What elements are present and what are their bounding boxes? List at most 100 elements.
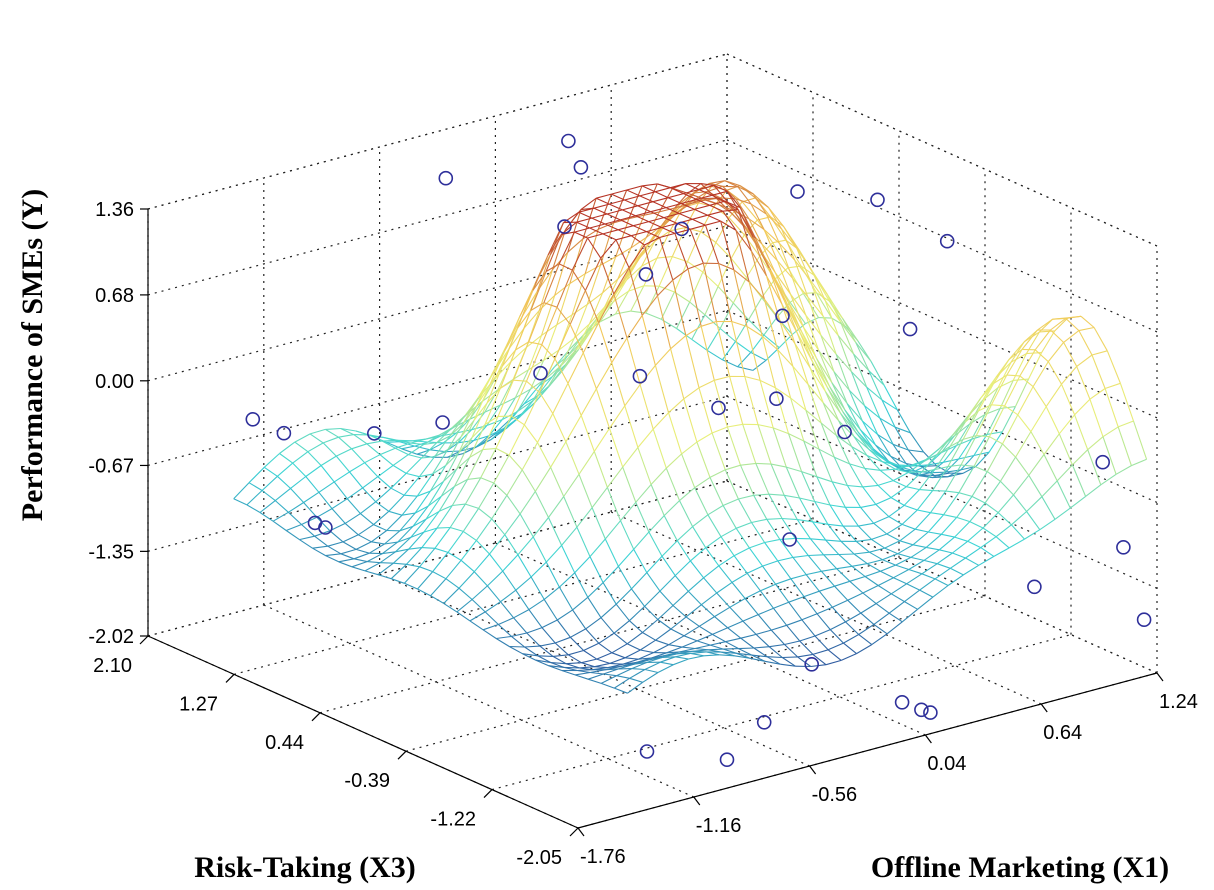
surface-mesh-segment bbox=[488, 419, 503, 437]
surface-mesh-segment bbox=[1032, 386, 1047, 407]
surface-mesh-segment bbox=[674, 192, 689, 209]
surface-mesh-segment bbox=[640, 639, 656, 651]
surface-mesh-segment bbox=[683, 635, 698, 642]
surface-mesh-segment bbox=[1085, 484, 1102, 497]
surface-mesh-segment bbox=[637, 205, 652, 213]
surface-mesh-segment bbox=[309, 428, 326, 435]
surface-mesh-segment bbox=[624, 649, 641, 659]
surface-mesh-segment bbox=[388, 494, 405, 512]
surface-mesh-segment bbox=[364, 570, 379, 576]
surface-mesh-segment bbox=[740, 637, 755, 649]
surface-mesh-segment bbox=[613, 293, 628, 339]
surface-mesh-segment bbox=[1014, 378, 1029, 407]
surface-mesh-segment bbox=[880, 564, 896, 572]
surface-mesh-segment bbox=[708, 648, 724, 651]
surface-mesh-segment bbox=[962, 410, 979, 440]
surface-mesh-segment bbox=[762, 565, 777, 585]
surface-mesh-segment bbox=[854, 551, 870, 555]
surface-mesh-segment bbox=[766, 518, 781, 540]
surface-mesh-segment bbox=[727, 627, 742, 639]
surface-mesh-segment bbox=[824, 300, 839, 336]
surface-mesh-segment bbox=[737, 209, 754, 238]
surface-mesh-segment bbox=[438, 504, 453, 512]
surface-mesh-segment bbox=[405, 457, 422, 474]
surface-mesh-segment bbox=[554, 324, 571, 360]
observation-point bbox=[561, 133, 576, 149]
surface-mesh-segment bbox=[626, 185, 643, 191]
surface-mesh-segment bbox=[681, 441, 698, 455]
surface-mesh-segment bbox=[822, 316, 837, 355]
surface-mesh-segment bbox=[430, 595, 444, 604]
surface-mesh-segment bbox=[432, 449, 449, 475]
surface-mesh-segment bbox=[366, 440, 383, 445]
surface-mesh-segment bbox=[462, 530, 477, 541]
surface-mesh-segment bbox=[379, 551, 396, 564]
surface-mesh-segment bbox=[620, 501, 637, 522]
surface-mesh-segment bbox=[799, 497, 814, 523]
surface-mesh-segment bbox=[794, 538, 809, 556]
surface-mesh-segment bbox=[903, 489, 920, 506]
surface-mesh-segment bbox=[864, 570, 881, 578]
surface-mesh-segment bbox=[835, 354, 850, 391]
surface-mesh-segment bbox=[318, 491, 333, 509]
surface-mesh-segment bbox=[670, 335, 687, 350]
surface-mesh-segment bbox=[395, 447, 409, 456]
surface-mesh-segment bbox=[945, 464, 962, 492]
surface-mesh-segment bbox=[786, 619, 803, 626]
surface-mesh-segment bbox=[654, 365, 670, 413]
surface-mesh-segment bbox=[858, 634, 873, 646]
surface-mesh-segment bbox=[825, 539, 840, 555]
surface-mesh-segment bbox=[573, 304, 588, 339]
surface-mesh-segment bbox=[602, 229, 619, 235]
surface-mesh-segment bbox=[543, 586, 560, 600]
surface-mesh-segment bbox=[543, 599, 558, 621]
surface-mesh-segment bbox=[737, 352, 752, 368]
surface-mesh-segment bbox=[725, 637, 741, 643]
surface-mesh-segment bbox=[585, 617, 602, 630]
surface-mesh-segment bbox=[776, 349, 792, 399]
surface-mesh-segment bbox=[667, 197, 682, 205]
surface-mesh-segment bbox=[571, 237, 589, 271]
surface-mesh-segment bbox=[868, 370, 885, 386]
surface-mesh-segment bbox=[598, 642, 613, 654]
surface-mesh-segment bbox=[777, 349, 794, 367]
surface-mesh-segment bbox=[700, 326, 715, 381]
surface-mesh-segment bbox=[689, 198, 704, 205]
surface-mesh-segment bbox=[818, 350, 833, 383]
surface-mesh-segment bbox=[661, 555, 676, 576]
surface-mesh-segment bbox=[595, 197, 610, 205]
surface-mesh-segment bbox=[736, 521, 752, 529]
surface-mesh-segment bbox=[672, 605, 687, 618]
surface-mesh-segment bbox=[456, 437, 473, 470]
surface-mesh-segment bbox=[497, 379, 514, 417]
surface-mesh-segment bbox=[816, 476, 831, 506]
surface-mesh-segment bbox=[761, 278, 776, 299]
surface-mesh-segment bbox=[701, 592, 718, 606]
surface-mesh-segment bbox=[908, 461, 925, 473]
surface-mesh-segment bbox=[508, 327, 525, 350]
surface-mesh-segment bbox=[674, 233, 689, 270]
surface-mesh-segment bbox=[499, 397, 516, 406]
observation-point bbox=[1136, 612, 1152, 628]
z-tick-label: -2.02 bbox=[88, 626, 134, 648]
surface-mesh-segment bbox=[725, 464, 741, 471]
surface-mesh-segment bbox=[806, 570, 822, 576]
surface-mesh-segment bbox=[657, 619, 672, 630]
surface-mesh-segment bbox=[669, 207, 684, 232]
surface-mesh-segment bbox=[827, 523, 842, 542]
surface-mesh-segment bbox=[580, 415, 595, 452]
surface-mesh-segment bbox=[766, 656, 783, 659]
surface-mesh-segment bbox=[368, 434, 385, 439]
surface-mesh-segment bbox=[652, 412, 669, 430]
surface-mesh-segment bbox=[779, 539, 794, 558]
surface-mesh-segment bbox=[687, 590, 702, 606]
surface-mesh-segment bbox=[609, 405, 626, 429]
surface-mesh-segment bbox=[530, 271, 547, 311]
surface-mesh-segment bbox=[877, 434, 894, 445]
surface-mesh-segment bbox=[770, 463, 787, 468]
floor-grid-line bbox=[379, 573, 810, 767]
surface-mesh-segment bbox=[408, 454, 422, 459]
surface-mesh-segment bbox=[694, 644, 711, 650]
surface-mesh-segment bbox=[1063, 330, 1080, 343]
surface-mesh-segment bbox=[713, 185, 730, 205]
